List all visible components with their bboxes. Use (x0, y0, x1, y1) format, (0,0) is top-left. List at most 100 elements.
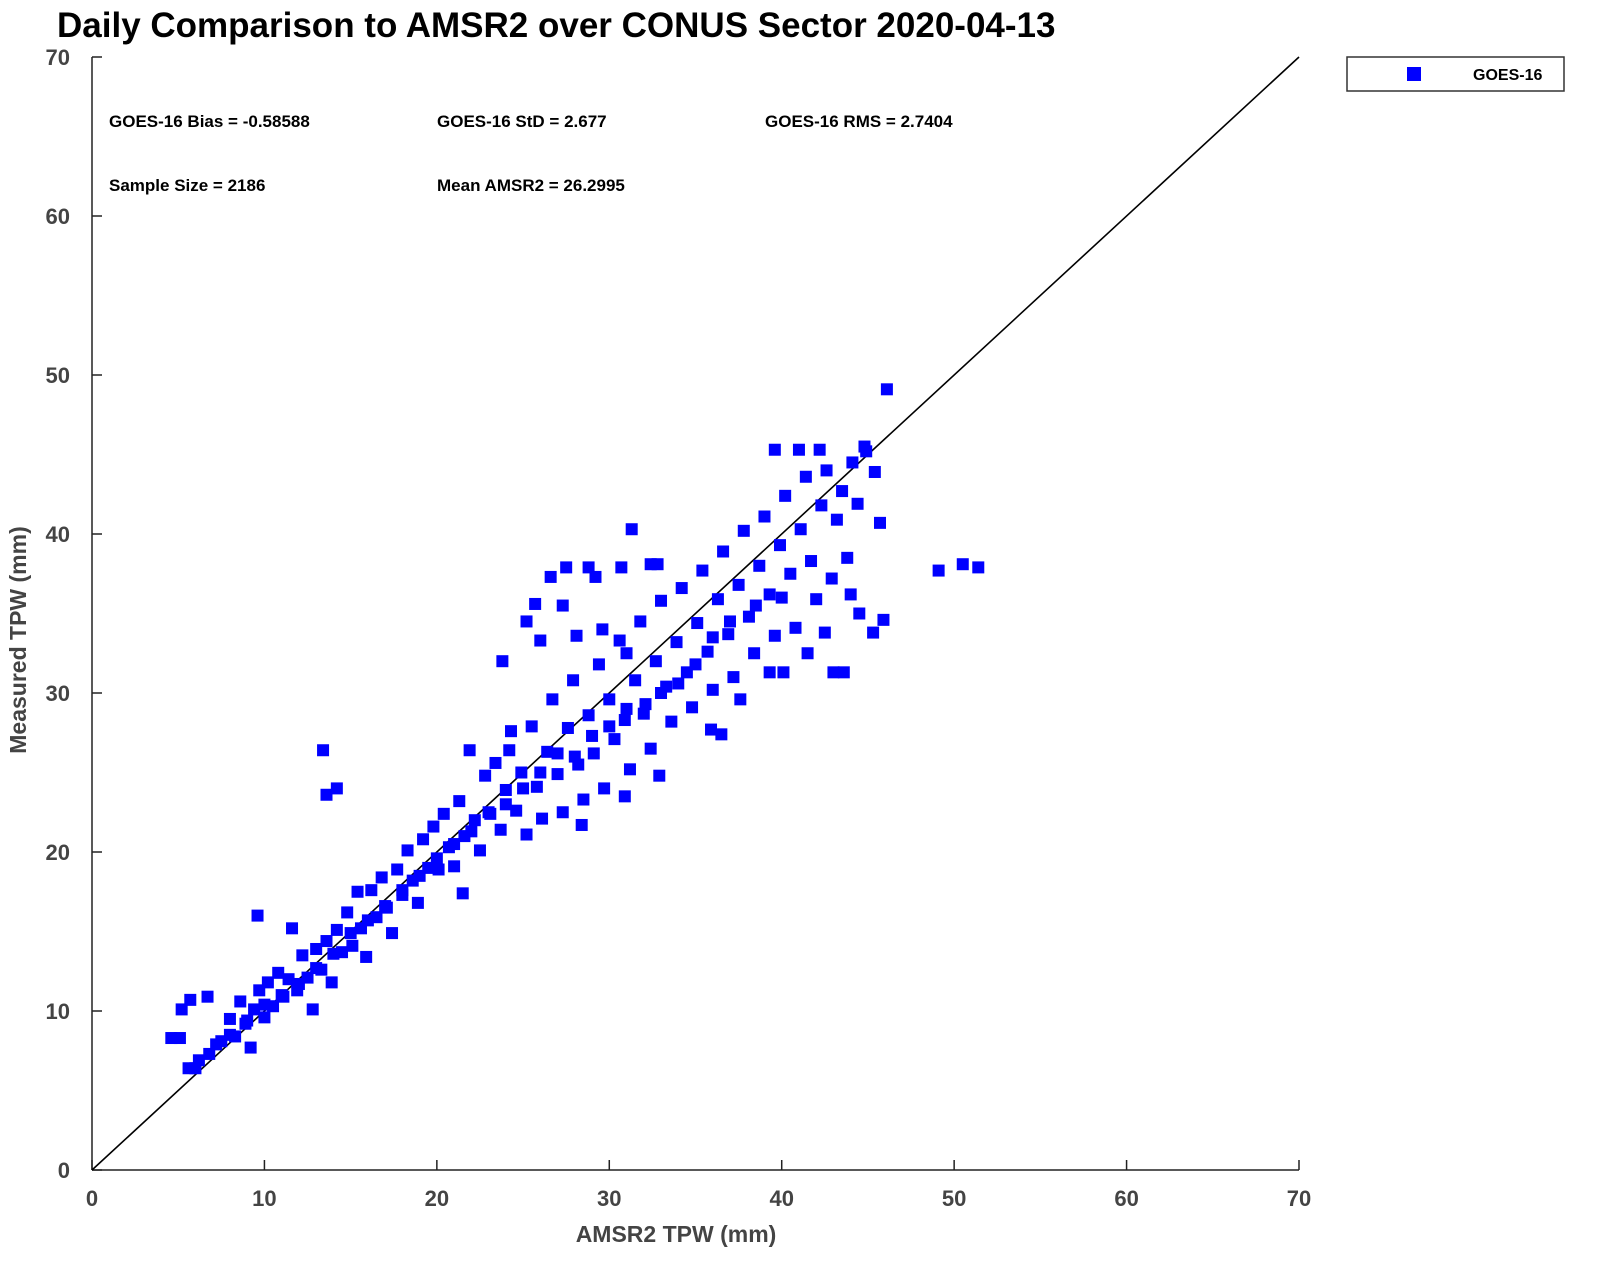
data-point (618, 790, 631, 803)
data-point (723, 615, 736, 628)
data-point (598, 782, 611, 795)
data-point (556, 599, 569, 612)
data-point (742, 610, 755, 623)
data-point (494, 823, 507, 836)
data-point (413, 869, 426, 882)
data-point (625, 523, 638, 536)
data-point (320, 788, 333, 801)
x-axis-label: AMSR2 TPW (mm) (576, 1221, 777, 1247)
data-point (330, 782, 343, 795)
data-point (639, 698, 652, 711)
data-point (296, 949, 309, 962)
data-point (880, 383, 893, 396)
data-point (344, 927, 357, 940)
data-point (327, 947, 340, 960)
data-point (789, 621, 802, 634)
data-point (391, 863, 404, 876)
data-point (665, 715, 678, 728)
data-point (749, 599, 762, 612)
data-point (775, 591, 788, 604)
data-point (529, 597, 542, 610)
data-point (768, 443, 781, 456)
data-point (465, 825, 478, 838)
data-point (805, 555, 818, 568)
data-point (603, 693, 616, 706)
data-point (722, 628, 735, 641)
data-point (551, 768, 564, 781)
data-point (325, 976, 338, 989)
data-point (551, 747, 564, 760)
data-point (653, 769, 666, 782)
data-point (530, 780, 543, 793)
data-point (258, 1011, 271, 1024)
data-point (846, 456, 859, 469)
y-tick-label: 10 (46, 999, 70, 1024)
data-point (867, 626, 880, 639)
data-point (758, 510, 771, 523)
data-point (317, 744, 330, 757)
data-point (496, 655, 509, 668)
data-point (541, 745, 554, 758)
data-point (567, 674, 580, 687)
data-point (560, 561, 573, 574)
data-point (794, 523, 807, 536)
y-tick-label: 0 (58, 1158, 70, 1183)
stat-sample-size: Sample Size = 2186 (109, 176, 265, 195)
data-point (282, 973, 295, 986)
data-point (544, 570, 557, 583)
y-tick-label: 40 (46, 522, 70, 547)
data-point (320, 935, 333, 948)
data-point (701, 645, 714, 658)
data-point (534, 766, 547, 779)
x-tick-label: 40 (769, 1186, 793, 1211)
data-point (618, 714, 631, 727)
data-point (223, 1012, 236, 1025)
data-point (603, 720, 616, 733)
stat-std: GOES-16 StD = 2.677 (437, 112, 607, 131)
data-point (623, 763, 636, 776)
data-point (768, 629, 781, 642)
data-point (456, 887, 469, 900)
data-point (706, 631, 719, 644)
data-point (717, 545, 730, 558)
data-point (365, 884, 378, 897)
y-axis-label: Measured TPW (mm) (5, 526, 31, 753)
data-point (417, 833, 430, 846)
data-point (715, 728, 728, 741)
data-point (505, 725, 518, 738)
data-point (777, 666, 790, 679)
data-point (275, 989, 288, 1002)
data-point (577, 793, 590, 806)
data-point (351, 885, 364, 898)
data-point (868, 465, 881, 478)
data-point (792, 443, 805, 456)
data-point (655, 687, 668, 699)
data-point (655, 594, 668, 607)
data-point (589, 570, 602, 583)
data-point (203, 1047, 216, 1060)
y-tick-label: 20 (46, 840, 70, 865)
data-point (515, 766, 528, 779)
data-point (192, 1054, 205, 1067)
data-point (825, 572, 838, 585)
y-tick-label: 30 (46, 681, 70, 706)
data-point (570, 629, 583, 642)
data-point (258, 998, 271, 1011)
x-tick-label: 20 (425, 1186, 449, 1211)
data-point (620, 702, 633, 715)
data-point (732, 578, 745, 591)
data-point (561, 721, 574, 734)
data-point (453, 795, 466, 808)
data-point (201, 990, 214, 1003)
data-point (830, 513, 843, 526)
data-points (165, 383, 985, 1075)
data-point (705, 723, 718, 736)
stat-mean-amsr2: Mean AMSR2 = 26.2995 (437, 176, 625, 195)
legend-box (1346, 56, 1565, 92)
x-tick-label: 10 (252, 1186, 276, 1211)
data-point (649, 655, 662, 668)
data-point (248, 1003, 261, 1016)
data-point (608, 733, 621, 746)
data-point (510, 804, 523, 817)
